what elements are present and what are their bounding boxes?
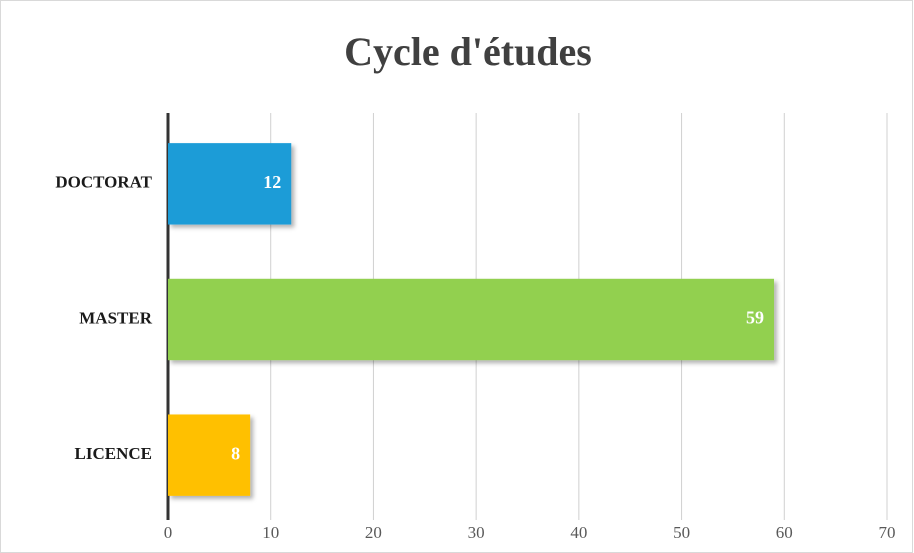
bar (168, 278, 775, 361)
y-tick-label: DOCTORAT (55, 173, 152, 192)
x-tick-label: 10 (262, 523, 279, 542)
x-tick-label: 40 (570, 523, 587, 542)
y-tick-label: LICENCE (75, 444, 152, 463)
bar (168, 143, 292, 225)
x-tick-label: 60 (776, 523, 793, 542)
x-tick-label: 20 (365, 523, 382, 542)
y-tick-label: MASTER (79, 308, 152, 327)
data-label: 8 (231, 443, 240, 463)
data-label: 59 (746, 308, 764, 328)
chart-title: Cycle d'études (344, 29, 592, 74)
x-tick-label: 0 (164, 523, 173, 542)
data-label: 12 (263, 172, 281, 192)
bar (168, 414, 251, 496)
x-tick-label: 70 (879, 523, 896, 542)
x-tick-label: 30 (468, 523, 485, 542)
x-tick-label: 50 (673, 523, 690, 542)
